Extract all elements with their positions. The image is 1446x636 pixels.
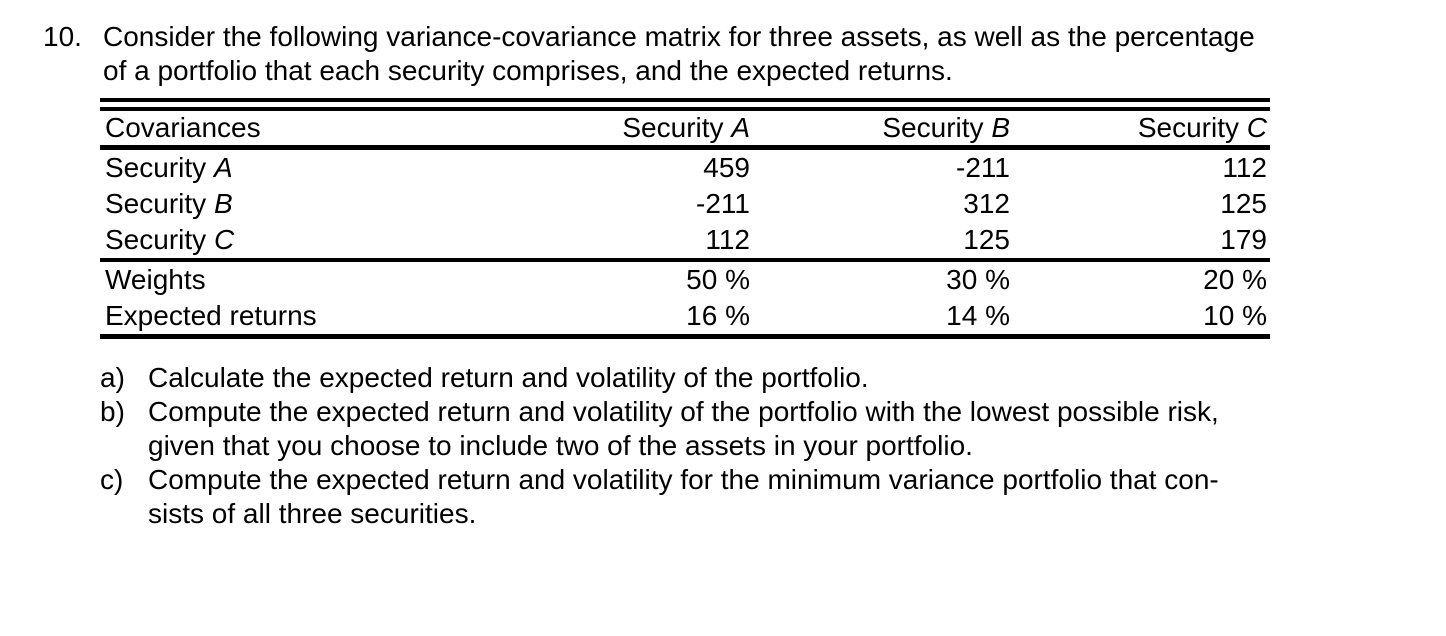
question-text: Calculate the expected return and volati…: [148, 361, 869, 395]
covariance-table: Covariances Security A Security B Securi…: [100, 98, 1270, 339]
cell-value: 179: [1013, 222, 1270, 262]
row-label-expected-returns: Expected returns: [105, 300, 317, 331]
cell-value: 459: [703, 152, 750, 183]
problem-intro-text: Consider the following variance-covarian…: [103, 20, 1255, 88]
cell-value: 16 %: [686, 300, 750, 331]
column-header-security-a: Security A: [555, 104, 753, 150]
security-label-text: Security: [105, 152, 214, 183]
row-label-weights: Weights: [105, 264, 206, 295]
security-label-text: Security: [882, 112, 992, 143]
covariance-row-security-b: Security B -211 312 125: [100, 186, 1270, 222]
row-label-security-b: Security B: [100, 186, 555, 222]
question-line: sists of all three securities.: [148, 498, 477, 529]
intro-line: Consider the following variance-covarian…: [103, 21, 1255, 52]
security-label-text: Security: [1137, 112, 1247, 143]
cell-value: 20 %: [1203, 264, 1267, 295]
row-label-security-c: Security C: [100, 222, 555, 262]
security-label-text: Security: [105, 188, 214, 219]
cell-value: 112: [555, 222, 753, 262]
question-list: a) Calculate the expected return and vol…: [100, 361, 1446, 531]
security-label-letter: C: [1246, 112, 1267, 143]
problem-number: 10.: [43, 21, 82, 52]
question-item-b: b) Compute the expected return and volat…: [100, 395, 1446, 463]
question-label: c): [100, 464, 124, 495]
cell-value: 112: [1222, 152, 1267, 183]
cell-value: 125: [753, 222, 1013, 262]
security-label-text: Security: [622, 112, 732, 143]
cell-value: 312: [963, 188, 1010, 219]
row-label-security-a: Security A: [100, 148, 555, 187]
security-label-letter: A: [213, 152, 233, 183]
cell-value: -211: [956, 152, 1010, 183]
cell-value: 10 %: [1203, 300, 1267, 331]
question-label: b): [100, 396, 125, 427]
question-label: a): [100, 362, 125, 393]
security-label-letter: B: [213, 188, 233, 219]
question-text: Compute the expected return and volatili…: [148, 395, 1219, 463]
intro-line: of a portfolio that each security compri…: [103, 55, 953, 86]
cell-value: 30 %: [946, 264, 1010, 295]
cell-value: 14 %: [946, 300, 1010, 331]
weights-row: Weights 50 % 30 % 20 %: [100, 260, 1270, 298]
question-item-c: c) Compute the expected return and volat…: [100, 463, 1446, 531]
security-label-text: Security: [105, 224, 214, 255]
question-line: given that you choose to include two of …: [148, 430, 973, 461]
question-line: Compute the expected return and volatili…: [148, 464, 1219, 495]
question-text: Compute the expected return and volatili…: [148, 463, 1219, 531]
covariance-row-security-c: Security C 112 125 179: [100, 222, 1270, 262]
security-label-letter: C: [213, 224, 235, 255]
problem-intro: 10. Consider the following variance-cova…: [43, 20, 1446, 88]
column-header-security-b: Security B: [753, 104, 1013, 150]
cell-value: 50 %: [686, 264, 750, 295]
security-label-letter: B: [991, 112, 1010, 143]
question-line: Compute the expected return and volatili…: [148, 396, 1219, 427]
security-label-letter: A: [731, 112, 750, 143]
cell-value: 125: [1220, 188, 1267, 219]
question-line: Calculate the expected return and volati…: [148, 362, 869, 393]
question-item-a: a) Calculate the expected return and vol…: [100, 361, 1446, 395]
expected-returns-row: Expected returns 16 % 14 % 10 %: [100, 298, 1270, 337]
table-corner-header: Covariances: [100, 104, 555, 150]
covariance-row-security-a: Security A 459 -211 112: [100, 148, 1270, 187]
table-header-row: Covariances Security A Security B Securi…: [100, 104, 1270, 150]
column-header-security-c: Security C: [1013, 104, 1270, 150]
cell-value: -211: [696, 188, 750, 219]
